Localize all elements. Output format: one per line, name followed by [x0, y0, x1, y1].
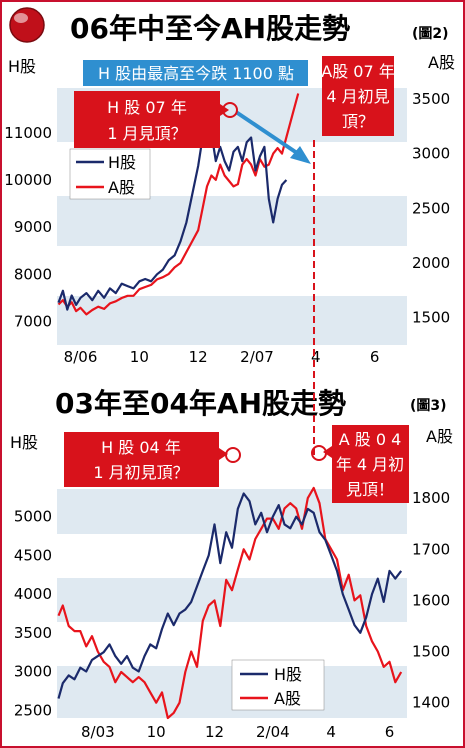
chart-bottom-right-ticks: 1400 1500 1600 1700 1800 [412, 489, 450, 712]
left-tick-label: 3000 [14, 663, 52, 681]
chart-bottom-x-ticks: 8/03 10 12 2/04 4 6 [81, 723, 394, 741]
x-tick-label: 12 [189, 348, 208, 366]
x-tick-label: 4 [326, 723, 336, 741]
left-tick-label: 4000 [14, 585, 52, 603]
callout-a-peak [322, 56, 394, 136]
chart-bottom-left-axis-title: H股 [10, 433, 38, 452]
right-tick-label: 1800 [412, 489, 450, 507]
chart-bottom-figure-label: (圖3) [410, 397, 447, 414]
callout-a-peak-2-line3: 見頂！ [346, 480, 394, 499]
x-tick-label: 8/03 [81, 723, 115, 741]
series-line-a [57, 486, 403, 720]
chart-bottom-lines [57, 486, 403, 720]
left-tick-label: 3500 [14, 624, 52, 642]
x-tick-label: 6 [370, 348, 380, 366]
chart-top: 06年中至今AH股走勢 (圖2) H股 A股 7000 8000 9000 10000… [4, 12, 455, 366]
chart-top-left-ticks: 7000 8000 9000 10000 11000 [4, 124, 52, 331]
chart-top-lines [57, 93, 300, 316]
left-tick-label: 11000 [4, 124, 52, 142]
chart-bottom-title: 03年至04年AH股走勢 [55, 387, 346, 420]
right-tick-label: 1500 [412, 309, 450, 327]
left-tick-label: 5000 [14, 508, 52, 526]
callout-h-drop [83, 60, 308, 86]
chart-bottom-legend: H股 A股 [231, 659, 325, 711]
left-tick-label: 7000 [14, 312, 52, 330]
callout-h-peak-2 [64, 432, 219, 487]
callout-a-peak-line2: 4 月初見 [326, 87, 389, 106]
right-tick-label: 3500 [412, 90, 450, 108]
right-tick-label: 2500 [412, 199, 450, 217]
red-ball-logo [9, 7, 45, 43]
right-tick-label: 3000 [412, 145, 450, 163]
grid-band [57, 196, 407, 246]
callout-a-peak-2-line1: A 股 0 4 [339, 430, 402, 449]
right-tick-label: 1400 [412, 694, 450, 712]
h-peak-marker-2 [225, 447, 241, 463]
x-tick-label: 10 [147, 723, 166, 741]
callout-h-peak-2-pointer [219, 448, 228, 460]
legend-label-h: H股 [108, 153, 136, 172]
chart-top-figure-label: (圖2) [412, 25, 449, 42]
chart-top-title: 06年中至今AH股走勢 [70, 12, 350, 45]
callout-h-peak-line2: 1 月見頂？ [107, 124, 186, 143]
chart-top-x-ticks: 8/06 10 12 2/07 4 6 [64, 348, 380, 366]
h-peak-marker [222, 102, 238, 118]
callout-h-peak-line1: H 股 07 年 [107, 98, 187, 117]
right-tick-label: 2000 [412, 254, 450, 272]
x-tick-label: 2/07 [240, 348, 274, 366]
left-tick-label: 10000 [4, 171, 52, 189]
x-tick-label: 12 [205, 723, 224, 741]
legend-label-h: H股 [274, 665, 302, 684]
legend-label-a: A股 [274, 689, 301, 708]
chart-top-right-ticks: 1500 2000 2500 3000 3500 [412, 90, 450, 327]
chart-bottom-left-ticks: 2500 3000 3500 4000 4500 5000 [14, 508, 52, 720]
callout-a-peak-2 [332, 425, 409, 503]
chart-top-left-axis-title: H股 [8, 57, 36, 76]
callout-h-peak-2-line1: H 股 04 年 [101, 438, 181, 457]
legend-box [231, 659, 325, 711]
chart-bottom-right-axis-title: A股 [426, 427, 453, 446]
callout-a-peak-line1: A股 07 年 [321, 62, 394, 81]
x-tick-label: 6 [385, 723, 395, 741]
drop-arrow [234, 110, 311, 164]
series-line-h [57, 492, 403, 699]
a-peak-marker-2 [311, 445, 327, 461]
grid-band [57, 296, 407, 345]
callout-h-drop-text: H 股由最高至今跌 1100 點 [98, 64, 294, 83]
callout-a-peak-line3: 頂？ [342, 112, 374, 131]
right-tick-label: 1500 [412, 643, 450, 661]
left-tick-label: 9000 [14, 218, 52, 236]
left-tick-label: 4500 [14, 546, 52, 564]
x-tick-label: 10 [130, 348, 149, 366]
left-tick-label: 2500 [14, 701, 52, 719]
callout-a-peak-2-pointer [323, 446, 332, 458]
chart-bottom: 03年至04年AH股走勢 (圖3) H股 A股 2500 3000 3500 4000… [10, 387, 453, 741]
grid-band [57, 578, 407, 622]
legend-label-a: A股 [108, 178, 135, 197]
legend-box [69, 148, 151, 200]
callout-h-peak-pointer [220, 104, 229, 116]
callout-h-peak [74, 91, 220, 148]
series-line-h [57, 117, 288, 311]
x-tick-label: 2/04 [256, 723, 290, 741]
chart-top-legend: H股 A股 [69, 148, 151, 200]
x-tick-label: 4 [311, 348, 321, 366]
chart-top-right-axis-title: A股 [428, 53, 455, 72]
right-tick-label: 1700 [412, 540, 450, 558]
series-line-a [57, 93, 300, 316]
x-tick-label: 8/06 [64, 348, 98, 366]
left-tick-label: 8000 [14, 265, 52, 283]
callout-h-peak-2-line2: 1 月初見頂？ [93, 463, 188, 482]
right-tick-label: 1600 [412, 591, 450, 609]
callout-a-peak-2-line2: 年 4 月初 [336, 455, 404, 474]
